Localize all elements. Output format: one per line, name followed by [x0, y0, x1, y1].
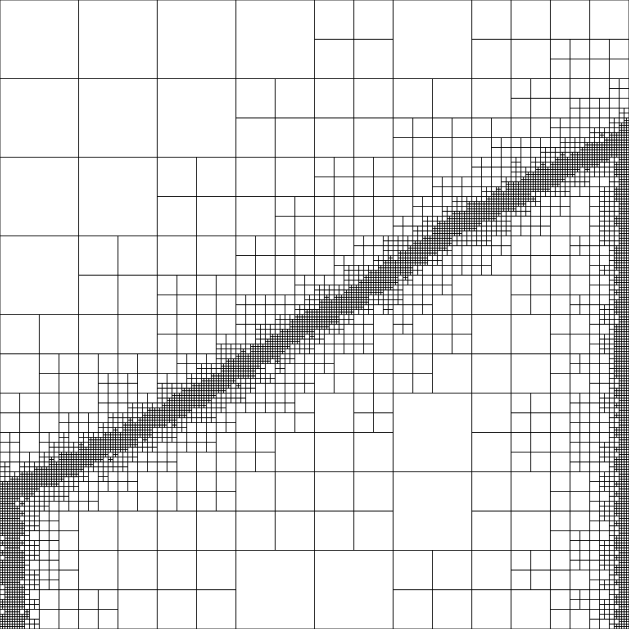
- quadtree-mesh: [0, 0, 629, 629]
- mesh-cells: [0, 0, 629, 629]
